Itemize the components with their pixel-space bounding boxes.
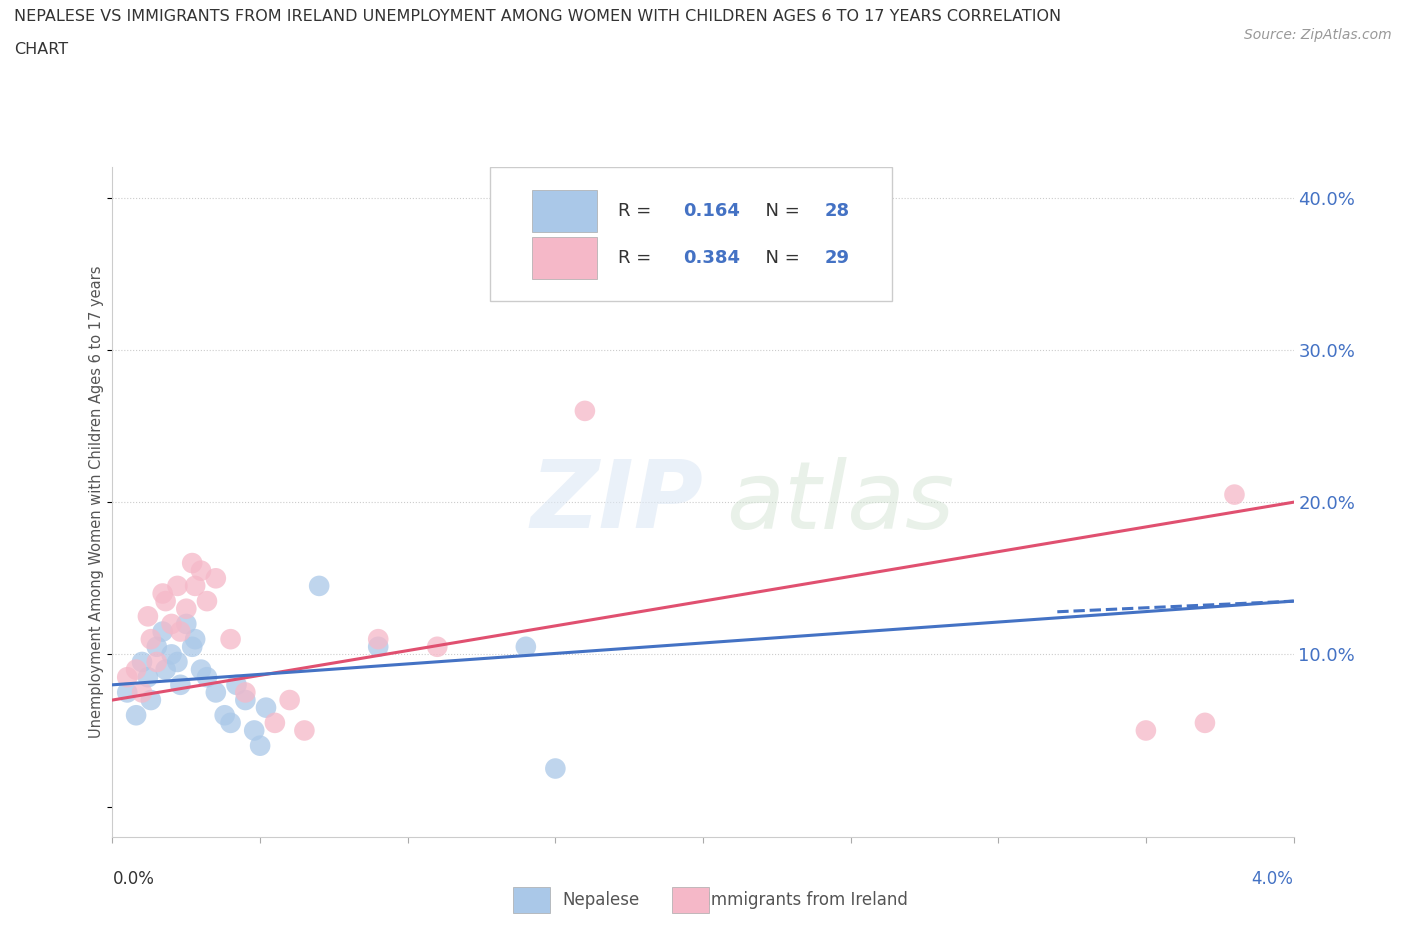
Text: Source: ZipAtlas.com: Source: ZipAtlas.com [1244, 28, 1392, 42]
Text: ZIP: ZIP [530, 457, 703, 548]
Point [117, 670, 138, 684]
Text: R =: R = [619, 202, 657, 219]
Point [225, 677, 247, 692]
Point [692, 267, 714, 282]
Point [195, 670, 218, 684]
Point [160, 647, 183, 662]
Text: 0.164: 0.164 [683, 202, 740, 219]
Text: CHART: CHART [14, 42, 67, 57]
Point [205, 685, 228, 700]
Point [146, 655, 169, 670]
Point [181, 639, 204, 654]
Point [125, 708, 148, 723]
Point [264, 715, 287, 730]
Point [1223, 487, 1246, 502]
FancyBboxPatch shape [531, 237, 596, 279]
Y-axis label: Unemployment Among Women with Children Ages 6 to 17 years: Unemployment Among Women with Children A… [89, 266, 104, 738]
Point [243, 723, 266, 737]
Point [214, 708, 236, 723]
FancyBboxPatch shape [491, 167, 891, 301]
Point [166, 578, 188, 593]
Point [515, 639, 537, 654]
Point [1194, 715, 1216, 730]
FancyBboxPatch shape [531, 190, 596, 232]
Point [166, 655, 188, 670]
Text: 0.0%: 0.0% [112, 870, 155, 887]
Text: N =: N = [754, 202, 806, 219]
Point [117, 685, 138, 700]
Text: atlas: atlas [727, 457, 955, 548]
Point [169, 624, 191, 639]
Point [184, 578, 207, 593]
Point [174, 617, 197, 631]
Point [136, 670, 159, 684]
Point [160, 617, 183, 631]
Point [195, 593, 218, 608]
Text: R =: R = [619, 249, 657, 267]
Point [139, 631, 162, 646]
Text: Immigrants from Ireland: Immigrants from Ireland [706, 891, 908, 910]
Point [155, 593, 177, 608]
Point [125, 662, 148, 677]
Point [205, 571, 228, 586]
Point [278, 693, 301, 708]
Point [233, 693, 256, 708]
Point [155, 662, 177, 677]
Point [146, 639, 169, 654]
Point [574, 404, 596, 418]
Point [219, 715, 242, 730]
Point [233, 685, 256, 700]
Point [219, 631, 242, 646]
Text: NEPALESE VS IMMIGRANTS FROM IRELAND UNEMPLOYMENT AMONG WOMEN WITH CHILDREN AGES : NEPALESE VS IMMIGRANTS FROM IRELAND UNEM… [14, 9, 1062, 24]
Point [426, 639, 449, 654]
Point [308, 578, 330, 593]
Point [174, 602, 197, 617]
Text: Nepalese: Nepalese [562, 891, 640, 910]
Point [367, 639, 389, 654]
Point [136, 609, 159, 624]
Point [169, 677, 191, 692]
Point [139, 693, 162, 708]
Point [152, 624, 174, 639]
Point [131, 655, 153, 670]
Point [184, 631, 207, 646]
Point [544, 761, 567, 776]
Text: N =: N = [754, 249, 806, 267]
Point [131, 685, 153, 700]
Text: 0.384: 0.384 [683, 249, 740, 267]
Point [254, 700, 277, 715]
Point [181, 555, 204, 570]
Point [190, 564, 212, 578]
Point [152, 586, 174, 601]
Point [367, 631, 389, 646]
Point [249, 738, 271, 753]
Point [292, 723, 315, 737]
Text: 29: 29 [825, 249, 849, 267]
Point [1135, 723, 1157, 737]
Point [190, 662, 212, 677]
Text: 4.0%: 4.0% [1251, 870, 1294, 887]
Text: 28: 28 [825, 202, 849, 219]
